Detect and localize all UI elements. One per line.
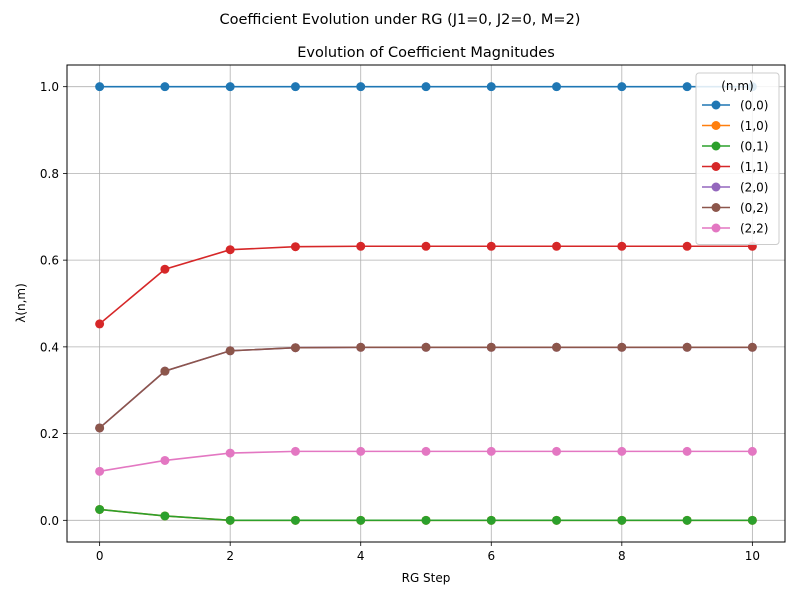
data-point <box>682 515 692 525</box>
chart-title: Evolution of Coefficient Magnitudes <box>297 45 555 61</box>
legend-swatch-marker <box>711 141 721 151</box>
legend-swatch-marker <box>711 223 721 233</box>
x-tick-label: 8 <box>618 549 626 563</box>
series-line <box>99 245 753 325</box>
data-point <box>682 82 692 92</box>
legend-label: (0,0) <box>740 99 768 113</box>
legend-label: (1,0) <box>740 119 768 133</box>
data-point <box>617 446 627 456</box>
y-tick-label: 0.2 <box>40 427 59 441</box>
data-point <box>160 264 170 274</box>
data-point <box>160 366 170 376</box>
data-point <box>95 423 105 433</box>
data-point <box>290 242 300 252</box>
data-point <box>225 346 235 356</box>
data-point <box>95 504 105 514</box>
data-point <box>552 241 562 251</box>
data-point <box>552 342 562 352</box>
data-point <box>682 241 692 251</box>
data-point <box>356 241 366 251</box>
legend-label: (0,1) <box>740 140 768 154</box>
data-point <box>421 82 431 92</box>
data-point <box>486 82 496 92</box>
data-point <box>552 515 562 525</box>
data-point <box>356 446 366 456</box>
data-point <box>290 82 300 92</box>
x-tick-label: 2 <box>226 549 234 563</box>
data-point <box>682 446 692 456</box>
data-point <box>421 515 431 525</box>
legend-label: (2,0) <box>740 181 768 195</box>
x-axis-label: RG Step <box>402 571 451 585</box>
legend-title: (n,m) <box>721 79 753 93</box>
data-point <box>356 515 366 525</box>
data-point <box>486 446 496 456</box>
data-point <box>160 82 170 92</box>
y-tick-label: 0.6 <box>40 254 59 268</box>
y-tick-label: 1.0 <box>40 80 59 94</box>
data-point <box>421 241 431 251</box>
data-point <box>486 515 496 525</box>
x-tick-label: 10 <box>745 549 760 563</box>
data-point <box>421 446 431 456</box>
data-point <box>225 515 235 525</box>
data-point <box>617 515 627 525</box>
data-point <box>486 241 496 251</box>
data-point <box>160 511 170 521</box>
data-point <box>486 342 496 352</box>
x-tick-label: 6 <box>487 549 495 563</box>
legend-label: (2,2) <box>740 222 768 236</box>
legend-swatch-marker <box>711 162 721 171</box>
data-point <box>95 82 105 92</box>
series-line <box>99 346 753 429</box>
data-point <box>617 82 627 92</box>
data-point <box>160 455 170 465</box>
data-point <box>225 245 235 255</box>
plot-frame <box>66 64 786 543</box>
legend-box <box>695 72 780 245</box>
data-point <box>356 342 366 352</box>
data-point <box>682 342 692 352</box>
data-point <box>617 241 627 251</box>
plot-series <box>95 82 757 525</box>
legend-swatch-marker <box>711 100 721 110</box>
y-tick-label: 0.8 <box>40 167 59 181</box>
data-point <box>290 343 300 353</box>
axis-ticks: 0 2 4 6 8 10 0.0 0.2 0.4 0.6 0.8 1.0 <box>40 80 760 563</box>
series-line <box>99 346 753 429</box>
data-point <box>95 466 105 476</box>
y-axis-label: λ(n,m) <box>14 283 28 323</box>
legend-swatch-marker <box>711 203 721 212</box>
data-point <box>95 319 105 329</box>
legend-swatch-marker <box>711 121 721 130</box>
data-point <box>421 342 431 352</box>
data-point <box>747 515 757 525</box>
legend-label: (1,1) <box>740 160 768 174</box>
chart-suptitle: Coefficient Evolution under RG (J1=0, J2… <box>220 12 581 28</box>
data-point <box>552 446 562 456</box>
data-point <box>747 342 757 352</box>
legend-swatch-marker <box>711 182 721 192</box>
x-tick-label: 0 <box>96 549 104 563</box>
data-point <box>617 342 627 352</box>
data-point <box>225 448 235 458</box>
data-point <box>290 515 300 525</box>
legend: (n,m) (0,0) (1,0) (0,1) (1,1) (2,0) (0,2) (2,2) <box>695 72 780 245</box>
y-tick-label: 0.4 <box>40 340 59 354</box>
x-tick-label: 4 <box>357 549 365 563</box>
data-point <box>356 82 366 92</box>
data-point <box>747 446 757 456</box>
y-tick-label: 0.0 <box>40 514 59 528</box>
data-point <box>290 446 300 456</box>
data-point <box>225 82 235 92</box>
data-point <box>552 82 562 92</box>
legend-label: (0,2) <box>740 201 768 215</box>
grid <box>67 65 785 542</box>
